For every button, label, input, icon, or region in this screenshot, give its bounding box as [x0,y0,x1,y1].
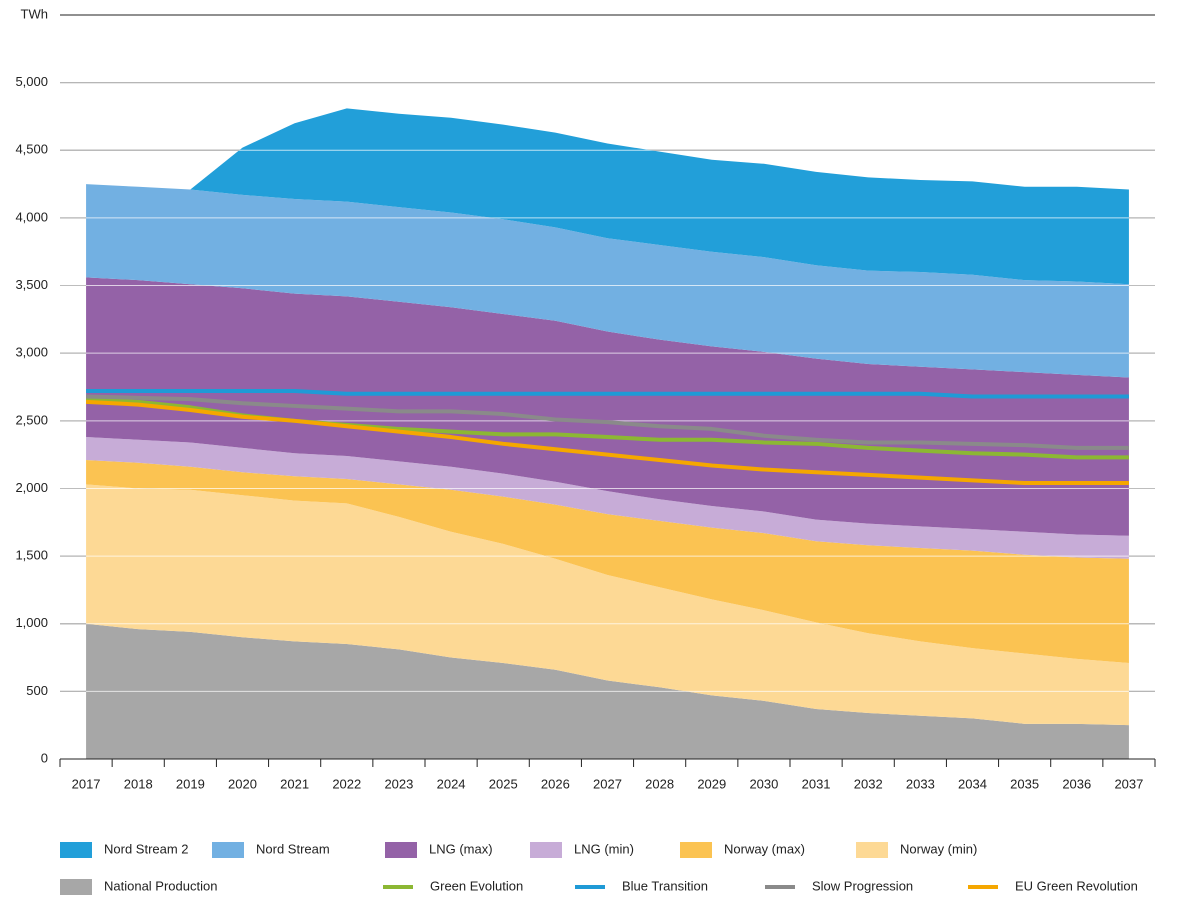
line-series [85,399,1129,486]
x-tick-label: 2023 [384,776,413,791]
y-tick-label: 2,500 [15,412,48,427]
x-tick-label: 2030 [749,776,778,791]
area [86,484,1129,726]
y-tick-label: 3,000 [15,345,48,360]
x-tick-label: 2019 [176,776,205,791]
legend-label: Green Evolution [430,878,523,893]
legend-label: LNG (min) [574,841,634,856]
y-tick-label: 5,000 [15,74,48,89]
x-tick-label: 2024 [437,776,466,791]
area [86,277,1129,536]
legend-swatch [60,842,92,858]
legend-label: Slow Progression [812,878,913,893]
legend-label: Nord Stream [256,841,330,856]
x-tick-label: 2031 [802,776,831,791]
y-tick-label: 500 [26,683,48,698]
area [86,437,1129,559]
legend-swatch [385,842,417,858]
legend-label: National Production [104,878,217,893]
y-tick-label: 4,000 [15,209,48,224]
legend-swatch [212,842,244,858]
x-tick-label: 2033 [906,776,935,791]
legend-label: Nord Stream 2 [104,841,189,856]
x-tick-label: 2022 [332,776,361,791]
area [86,108,1129,285]
x-tick-label: 2035 [1010,776,1039,791]
x-tick-label: 2037 [1114,776,1143,791]
x-tick-label: 2036 [1062,776,1091,791]
legend-label: Norway (min) [900,841,977,856]
legend-swatch [856,842,888,858]
line-series [86,394,1129,450]
x-tick-label: 2021 [280,776,309,791]
y-tick-label: 1,000 [15,615,48,630]
area [86,184,1129,378]
x-tick-label: 2032 [854,776,883,791]
legend-swatch [680,842,712,858]
x-tick-label: 2028 [645,776,674,791]
legend-label: EU Green Revolution [1015,878,1138,893]
y-tick-label: 2,000 [15,480,48,495]
y-tick-label: 1,500 [15,548,48,563]
legend-label: Blue Transition [622,878,708,893]
area [86,460,1129,663]
legend-swatch [60,879,92,895]
y-tick-label: 4,500 [15,142,48,157]
x-tick-label: 2025 [489,776,518,791]
x-tick-label: 2029 [697,776,726,791]
x-tick-label: 2020 [228,776,257,791]
y-tick-label: 0 [41,750,48,765]
x-tick-label: 2018 [124,776,153,791]
legend-label: LNG (max) [429,841,493,856]
line-series [86,389,1129,399]
legend-label: Norway (max) [724,841,805,856]
legend-swatch [530,842,562,858]
x-tick-label: 2017 [72,776,101,791]
y-axis-label: TWh [21,6,48,21]
x-tick-label: 2026 [541,776,570,791]
x-tick-label: 2034 [958,776,987,791]
x-tick-label: 2027 [593,776,622,791]
y-tick-label: 3,500 [15,277,48,292]
